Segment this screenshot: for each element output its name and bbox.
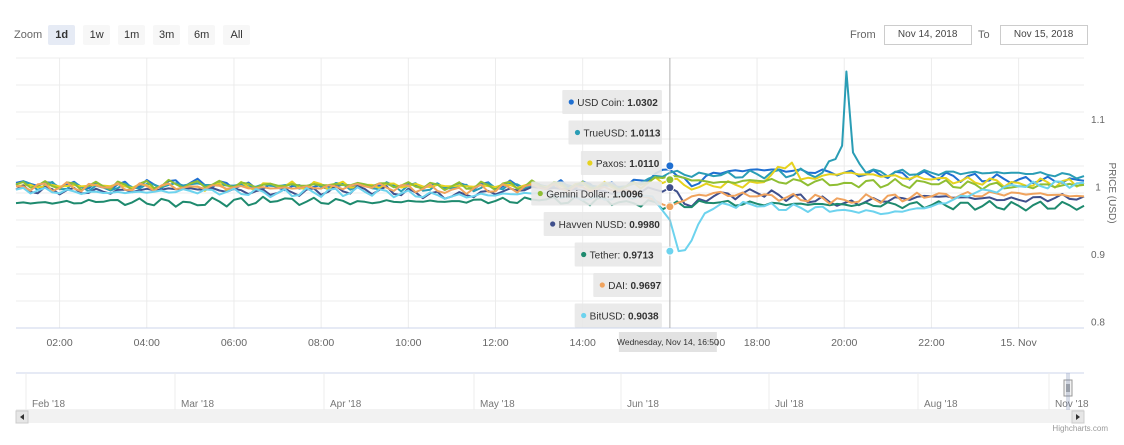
navigator-label: Jul '18 xyxy=(775,399,804,410)
tooltip-series-name: Paxos: 1.0110 xyxy=(596,159,660,170)
tooltip-dot xyxy=(568,99,574,105)
zoom-1m-button[interactable]: 1m xyxy=(118,25,146,45)
tooltip-dot xyxy=(581,312,587,319)
tooltip-series-name: BitUSD: 0.9038 xyxy=(590,312,659,323)
navigator-label: Feb '18 xyxy=(32,399,65,410)
navigator-handle xyxy=(1063,379,1073,397)
y-tick-label: 1.1 xyxy=(1091,115,1105,126)
tooltip-series-name: Tether: 0.9713 xyxy=(590,251,654,262)
tooltip-value: 1.0302 xyxy=(627,98,658,109)
to-range: To Nov 15, 2018 xyxy=(978,25,1088,45)
tooltip-value: 1.0096 xyxy=(612,190,643,201)
x-tick-label: 08:00 xyxy=(308,337,334,349)
hover-marker xyxy=(665,202,675,212)
y-axis-label: PRICE (USD) xyxy=(1106,162,1117,223)
x-tick-label: 02:00 xyxy=(46,337,72,349)
zoom-bar: Zoom 1d 1w 1m 3m 6m All xyxy=(14,25,258,45)
tooltip-box xyxy=(562,90,662,114)
tooltip-box xyxy=(568,120,662,145)
zoom-1w-button[interactable]: 1w xyxy=(83,25,111,45)
credits[interactable]: Highcharts.com xyxy=(1052,424,1108,433)
zoom-all-button[interactable]: All xyxy=(223,25,251,45)
from-date-input[interactable]: Nov 14, 2018 xyxy=(883,25,972,45)
arrow-left-icon xyxy=(20,414,24,420)
x-tick-label: 15. Nov xyxy=(1001,337,1038,349)
tooltip-box xyxy=(593,273,662,297)
navigator-label: May '18 xyxy=(480,399,515,410)
tooltip-dot xyxy=(550,221,556,227)
navigator-label: Mar '18 xyxy=(181,399,214,410)
tooltip-box xyxy=(543,212,662,236)
x-tick-label: 10:00 xyxy=(395,337,421,349)
zoom-3m-button[interactable]: 3m xyxy=(153,25,181,45)
tooltip-value: 0.9713 xyxy=(623,251,654,262)
tooltip-dot xyxy=(581,251,587,258)
zoom-label: Zoom xyxy=(14,29,43,41)
to-label: To xyxy=(978,29,990,41)
scrollbar-track xyxy=(16,411,1076,423)
navigator-label: Nov '18 xyxy=(1055,399,1089,410)
zoom-6m-button[interactable]: 6m xyxy=(188,25,216,45)
to-date-input[interactable]: Nov 15, 2018 xyxy=(999,25,1088,45)
x-tick-label: 18:00 xyxy=(744,337,770,349)
y-tick-label: 0.8 xyxy=(1091,317,1105,328)
series-line-trueusd xyxy=(15,70,1085,193)
navigator-label: Apr '18 xyxy=(330,399,362,410)
tooltip-series-name: USD Coin: 1.0302 xyxy=(577,98,658,109)
tooltip-header-box xyxy=(618,332,717,352)
tooltip-box xyxy=(574,303,662,328)
tooltip-value: 0.9980 xyxy=(629,220,660,231)
navigator-label: Jun '18 xyxy=(627,399,659,410)
y-tick-label: 0.9 xyxy=(1091,250,1105,261)
x-tick-label: 04:00 xyxy=(134,337,160,349)
x-tick-label: 12:00 xyxy=(482,337,508,349)
y-tick-label: 1 xyxy=(1095,182,1101,193)
tooltip-dot xyxy=(587,160,593,166)
hover-marker xyxy=(665,183,675,193)
navigator-label: Aug '18 xyxy=(924,399,958,410)
tooltip-box xyxy=(531,181,662,206)
x-tick-label: 14:00 xyxy=(570,337,596,349)
hover-marker xyxy=(665,161,675,171)
tooltip-box xyxy=(580,151,662,175)
tooltip-dot xyxy=(574,129,581,136)
hover-marker xyxy=(665,246,675,256)
tooltip-value: 1.0110 xyxy=(629,159,659,170)
hover-marker xyxy=(665,175,675,185)
tooltip-value: 1.0113 xyxy=(630,129,660,140)
tooltip-series-name: Gemini Dollar: 1.0096 xyxy=(546,190,643,201)
tooltip-series-name: TrueUSD: 1.0113 xyxy=(583,129,660,140)
x-tick-label: 20:00 xyxy=(831,337,857,349)
zoom-1d-button[interactable]: 1d xyxy=(48,25,76,45)
x-tick-label: 22:00 xyxy=(918,337,944,349)
tooltip-header: Wednesday, Nov 14, 16:50 xyxy=(617,337,719,347)
x-tick-label: 06:00 xyxy=(221,337,247,349)
tooltip-dot xyxy=(537,190,543,197)
tooltip-value: 0.9038 xyxy=(628,312,659,323)
tooltip-dot xyxy=(599,282,605,288)
from-label: From xyxy=(850,29,876,41)
tooltip-series-name: DAI: 0.9697 xyxy=(608,281,661,292)
arrow-right-icon xyxy=(1076,414,1080,420)
from-range: From Nov 14, 2018 xyxy=(850,25,972,45)
tooltip-box xyxy=(574,242,662,267)
navigator-mask xyxy=(1066,373,1070,410)
tooltip-series-name: Havven NUSD: 0.9980 xyxy=(559,220,661,231)
tooltip-value: 0.9697 xyxy=(631,281,662,292)
